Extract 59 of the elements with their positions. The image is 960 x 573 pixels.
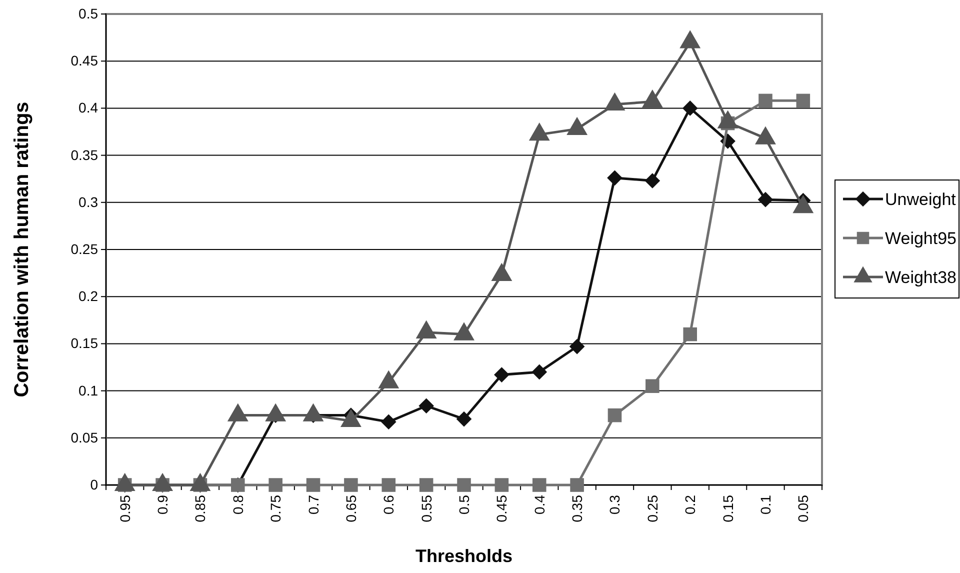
point bbox=[306, 478, 320, 492]
x-tick-label: 0.9 bbox=[154, 494, 171, 514]
point bbox=[607, 170, 622, 186]
y-tick-label: 0.35 bbox=[70, 146, 98, 163]
point bbox=[532, 364, 548, 380]
point bbox=[646, 379, 660, 393]
point bbox=[569, 338, 585, 354]
point bbox=[419, 478, 434, 492]
y-tick-label: 0.15 bbox=[70, 335, 98, 352]
point bbox=[456, 411, 472, 427]
point bbox=[268, 478, 282, 492]
x-tick-label: 0.7 bbox=[305, 494, 322, 514]
point bbox=[344, 478, 358, 492]
point bbox=[682, 100, 698, 116]
y-tick-label: 0.45 bbox=[70, 52, 98, 69]
point bbox=[796, 94, 810, 108]
legend-label: Weight95 bbox=[885, 229, 957, 248]
point bbox=[683, 327, 697, 342]
y-tick-label: 0.1 bbox=[78, 382, 98, 398]
x-tick-label: 0.6 bbox=[380, 494, 397, 514]
y-tick-label: 0.25 bbox=[70, 240, 98, 257]
x-tick-label: 0.4 bbox=[531, 494, 548, 514]
legend-label: Weight38 bbox=[885, 268, 957, 287]
point bbox=[608, 408, 622, 422]
x-tick-label: 0.65 bbox=[342, 494, 359, 522]
x-tick-label: 0.75 bbox=[268, 494, 284, 522]
x-tick-label: 0.5 bbox=[456, 494, 472, 514]
x-tick-label: 0.05 bbox=[795, 494, 812, 522]
point bbox=[380, 414, 396, 430]
x-tick-label: 0.1 bbox=[757, 494, 774, 514]
point bbox=[532, 478, 546, 492]
y-tick-label: 0.4 bbox=[78, 100, 98, 116]
y-tick-label: 0.3 bbox=[78, 194, 98, 210]
point bbox=[644, 173, 660, 188]
x-tick-label: 0.25 bbox=[644, 494, 660, 522]
point bbox=[758, 192, 774, 208]
point bbox=[494, 367, 510, 382]
y-tick-label: 0 bbox=[90, 476, 98, 492]
point bbox=[382, 478, 396, 492]
x-tick-label: 0.15 bbox=[720, 494, 736, 522]
point bbox=[494, 478, 509, 492]
x-tick-label: 0.95 bbox=[116, 494, 133, 522]
point bbox=[570, 478, 584, 492]
y-axis-title: Correlation with human ratings bbox=[11, 102, 33, 398]
legend-label: Unweight bbox=[885, 190, 956, 209]
x-tick-label: 0.3 bbox=[606, 494, 623, 514]
x-tick-label: 0.45 bbox=[494, 494, 510, 522]
x-tick-label: 0.35 bbox=[569, 494, 586, 522]
x-tick-label: 0.2 bbox=[682, 494, 698, 514]
point bbox=[418, 398, 434, 414]
point bbox=[457, 478, 471, 492]
y-tick-label: 0.05 bbox=[70, 429, 98, 446]
point bbox=[758, 94, 772, 108]
x-tick-label: 0.85 bbox=[192, 494, 208, 522]
x-axis-title: Thresholds bbox=[415, 546, 513, 566]
y-tick-label: 0.2 bbox=[78, 288, 98, 304]
x-tick-label: 0.8 bbox=[230, 494, 246, 514]
y-tick-label: 0.5 bbox=[78, 5, 98, 22]
x-tick-label: 0.55 bbox=[418, 494, 434, 522]
